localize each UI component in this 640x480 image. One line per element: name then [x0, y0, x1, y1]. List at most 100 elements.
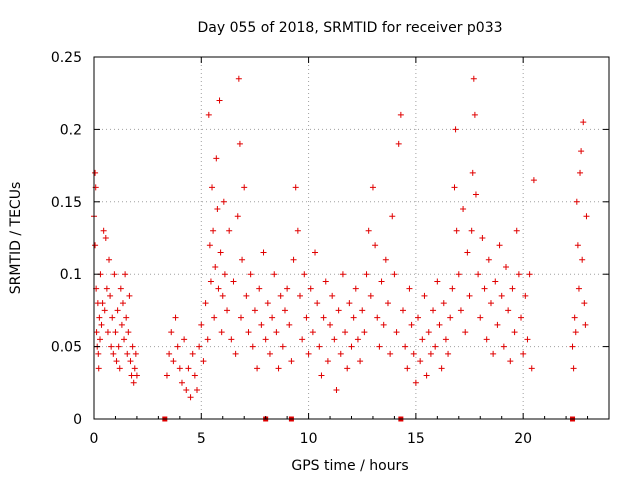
data-point: [126, 292, 133, 299]
data-point: [395, 140, 402, 147]
chart-title: Day 055 of 2018, SRMTID for receiver p03…: [197, 20, 502, 36]
data-point: [128, 372, 135, 379]
x-tick-label: 5: [197, 431, 206, 447]
data-point: [354, 336, 361, 343]
data-point: [494, 321, 501, 328]
data-point: [500, 343, 507, 350]
data-point: [337, 350, 344, 357]
data-point: [342, 329, 349, 336]
data-point: [359, 307, 366, 314]
data-point: [577, 169, 584, 176]
axis-ticks: [93, 56, 609, 420]
data-point: [232, 350, 239, 357]
data-point: [384, 300, 391, 307]
data-point: [247, 271, 254, 278]
x-tick-label: 15: [407, 431, 425, 447]
data-point: [335, 307, 342, 314]
data-point: [573, 198, 580, 205]
grid-lines: [94, 57, 609, 419]
data-point: [468, 227, 475, 234]
data-point: [434, 278, 441, 285]
data-point: [262, 336, 269, 343]
data-point: [442, 336, 449, 343]
data-point: [572, 329, 579, 336]
data-point: [490, 350, 497, 357]
data-point: [391, 271, 398, 278]
data-point: [205, 111, 212, 118]
data-point: [511, 329, 518, 336]
data-point: [119, 300, 126, 307]
data-point: [101, 307, 108, 314]
data-point: [297, 292, 303, 299]
data-point: [369, 184, 376, 191]
data-point: [505, 307, 512, 314]
data-point: [115, 343, 122, 350]
data-point: [241, 184, 248, 191]
data-point: [327, 321, 334, 328]
data-point: [374, 314, 381, 321]
data-point: [408, 321, 415, 328]
data-point: [579, 256, 586, 263]
data-point: [163, 372, 170, 379]
data-point: [447, 314, 454, 321]
data-point: [583, 213, 590, 220]
data-points: [91, 75, 590, 401]
data-point: [215, 285, 222, 292]
data-point: [570, 365, 577, 372]
data-point: [575, 285, 582, 292]
data-point: [275, 365, 282, 372]
data-point: [181, 336, 188, 343]
data-point: [176, 365, 183, 372]
data-point: [292, 184, 299, 191]
data-point: [212, 263, 219, 270]
data-point: [346, 300, 353, 307]
data-point: [432, 343, 439, 350]
data-point: [365, 227, 372, 234]
data-point: [219, 292, 226, 299]
data-point: [348, 343, 355, 350]
data-point: [524, 336, 531, 343]
data-point: [183, 387, 190, 394]
data-point: [254, 365, 261, 372]
data-point: [513, 227, 520, 234]
data-point: [133, 372, 140, 379]
data-point: [472, 191, 479, 198]
data-point: [95, 350, 102, 357]
data-point: [453, 227, 460, 234]
x-axis-label: GPS time / hours: [291, 458, 408, 474]
data-point: [503, 263, 509, 270]
data-point: [449, 285, 456, 292]
data-point: [526, 271, 533, 278]
data-point: [104, 329, 111, 336]
data-point: [118, 321, 125, 328]
data-point: [455, 271, 462, 278]
data-point: [112, 329, 119, 336]
data-point: [299, 336, 306, 343]
x-tick-label: 0: [90, 431, 99, 447]
data-point: [333, 387, 340, 394]
data-point: [281, 307, 288, 314]
data-point: [515, 271, 522, 278]
data-point: [98, 321, 105, 328]
data-point: [509, 285, 516, 292]
data-point: [350, 314, 357, 321]
data-point: [286, 321, 293, 328]
data-point: [100, 227, 107, 234]
data-point: [451, 184, 458, 191]
data-point: [417, 358, 424, 365]
data-point: [294, 227, 301, 234]
data-point: [382, 256, 389, 263]
data-point: [279, 343, 286, 350]
data-point: [130, 379, 137, 386]
data-point: [210, 227, 217, 234]
data-point: [378, 278, 385, 285]
data-point: [427, 350, 434, 357]
data-point: [271, 271, 278, 278]
data-point: [99, 300, 106, 307]
data-point: [430, 307, 437, 314]
data-point: [469, 169, 476, 176]
data-point: [344, 365, 351, 372]
data-point: [376, 343, 383, 350]
data-point: [123, 314, 130, 321]
data-point: [106, 256, 113, 263]
